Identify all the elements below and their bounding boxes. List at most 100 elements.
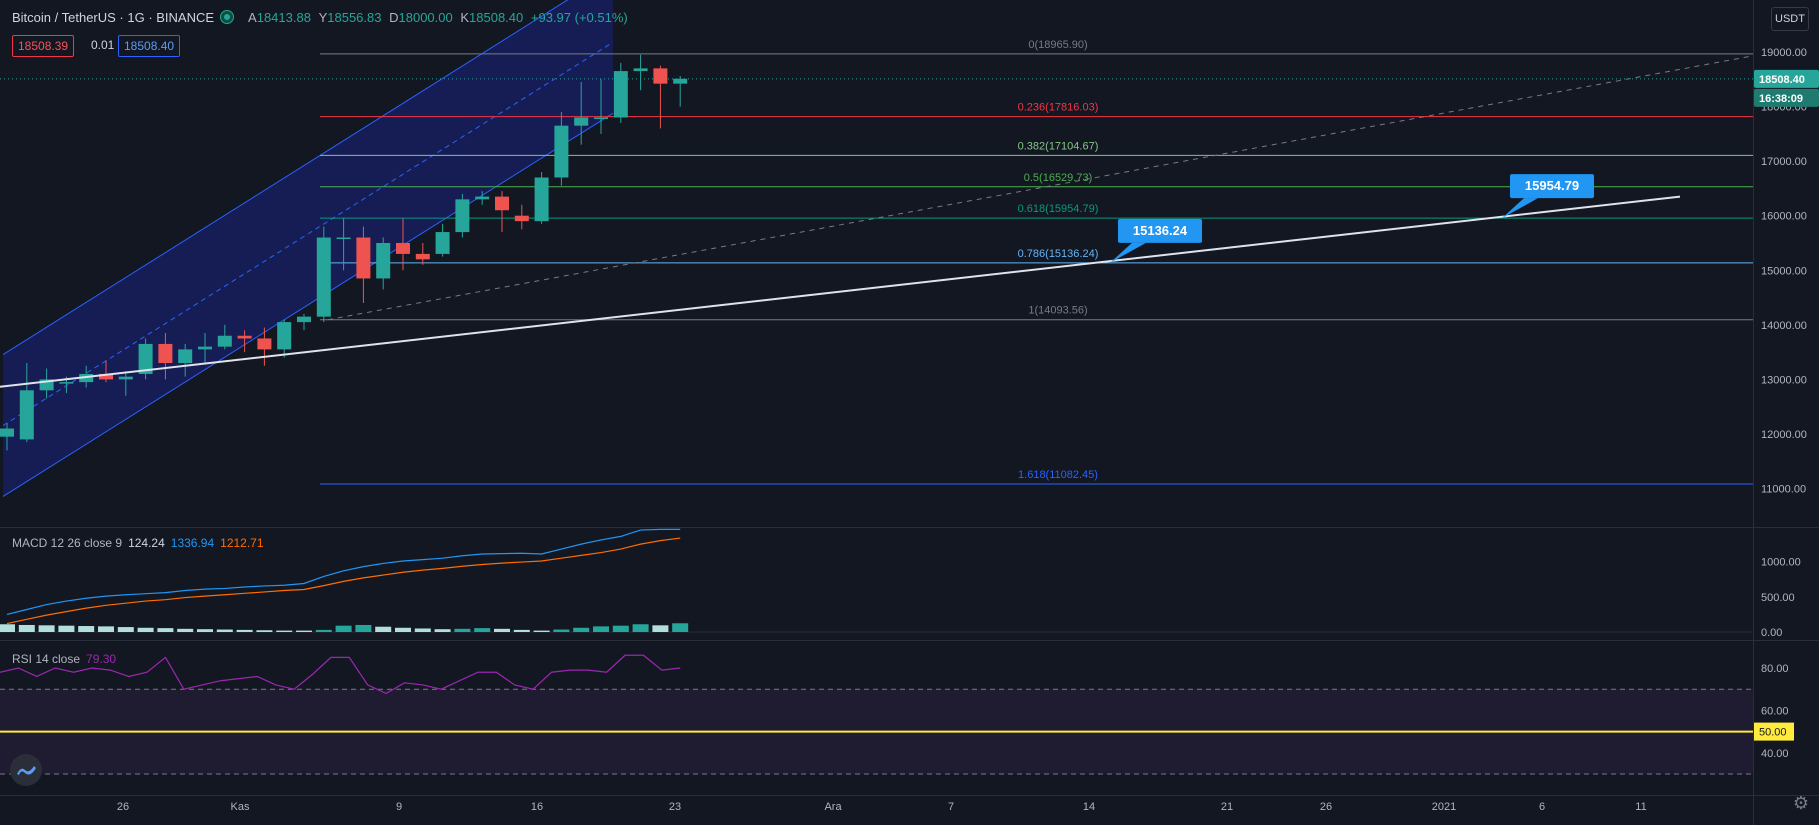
macd-histogram-bar xyxy=(414,628,431,632)
fib-level-label: 1.618(11082.45) xyxy=(1018,469,1098,481)
fib-level-label: 0.618(15954.79) xyxy=(1018,203,1099,215)
buy-price-button[interactable]: 18508.40 xyxy=(118,35,181,57)
candle-body xyxy=(277,322,292,350)
change-value: +93.97 (+0.51%) xyxy=(530,10,628,25)
candle-body xyxy=(237,335,252,339)
macd-line xyxy=(6,528,681,616)
sell-price-button[interactable]: 18508.39 xyxy=(12,35,75,57)
macd-histogram-bar xyxy=(533,630,550,632)
last-price-badge-text: 18508.40 xyxy=(1759,74,1805,86)
macd-histogram-bar xyxy=(612,625,629,632)
callout-15136: 15136.24 xyxy=(1110,218,1202,263)
candle-body xyxy=(594,117,608,119)
time-tick-label: Kas xyxy=(231,801,250,813)
fib-level-label: 0(18965.90) xyxy=(1028,39,1087,51)
low-label: D xyxy=(389,10,399,25)
candle-body xyxy=(554,125,569,178)
close-value: 18508.40 xyxy=(469,10,524,25)
fib-level-label: 0.382(17104.67) xyxy=(1018,140,1099,152)
time-tick-label: 21 xyxy=(1221,801,1233,813)
fib-level-label: 0.5(16529.73) xyxy=(1024,172,1093,184)
fib-level-label: 1(14093.56) xyxy=(1028,305,1087,317)
price-tick-label: 19000.00 xyxy=(1761,47,1807,59)
last-price-badge xyxy=(1754,69,1819,88)
macd-histogram-bar xyxy=(276,630,293,632)
time-tick-label: 26 xyxy=(1320,801,1332,813)
candle-body xyxy=(158,343,173,364)
time-tick-label: 14 xyxy=(1083,801,1095,813)
high-label: Y xyxy=(318,10,328,25)
fib-level-label: 0.786(15136.24) xyxy=(1018,248,1099,260)
macd-histogram-bar xyxy=(256,630,273,632)
price-tick-label: 13000.00 xyxy=(1761,374,1807,386)
time-tick-label: 16 xyxy=(531,801,543,813)
candle-body xyxy=(297,316,311,323)
macd-histogram-bar xyxy=(335,625,352,632)
currency-button[interactable]: USDT xyxy=(1771,7,1809,31)
time-tick-label: 2021 xyxy=(1432,801,1456,813)
rsi-tick-label: 40.00 xyxy=(1761,748,1789,760)
time-tick-label: Ara xyxy=(824,801,842,813)
fib-level-label: 0.236(17816.03) xyxy=(1018,102,1099,114)
macd-histogram-bar xyxy=(117,627,134,632)
tradingview-logo-icon[interactable] xyxy=(10,754,42,786)
open-label: A xyxy=(248,10,257,25)
price-tick-label: 17000.00 xyxy=(1761,156,1807,168)
macd-histogram-bar xyxy=(375,626,392,632)
macd-histogram-bar xyxy=(98,626,114,632)
price-tick-label: 11000.00 xyxy=(1761,484,1806,496)
rsi-legend[interactable]: RSI 14 close 79.30 xyxy=(12,652,116,666)
white-trendline xyxy=(0,195,1681,388)
candle-body xyxy=(257,338,272,350)
gear-icon[interactable]: ⚙ xyxy=(1792,793,1809,813)
dashed-trendline xyxy=(327,55,1754,321)
price-tick-label: 14000.00 xyxy=(1761,320,1807,332)
rsi-value: 79.30 xyxy=(86,652,117,666)
candle-body xyxy=(435,232,450,254)
candle-body xyxy=(336,237,351,240)
candle-body xyxy=(118,376,133,380)
candle-body xyxy=(673,78,688,84)
spread-value: 0.01 xyxy=(91,38,115,52)
macd-histogram-bar xyxy=(474,628,491,632)
rsi-tick-label: 60.00 xyxy=(1761,705,1789,717)
macd-histogram-bar xyxy=(296,630,312,632)
macd-histogram-bar xyxy=(494,628,510,632)
callout-box xyxy=(1118,218,1202,243)
macd-histogram-bar xyxy=(157,628,174,632)
macd-histogram-bar xyxy=(593,626,609,632)
macd-histogram-bar xyxy=(236,629,253,632)
macd-histogram-bar xyxy=(632,624,649,632)
macd-histogram-bar xyxy=(38,625,55,632)
macd-signal-value: 1212.71 xyxy=(220,536,264,550)
macd-histogram-bar xyxy=(315,629,332,632)
candle-body xyxy=(475,196,490,200)
callout-pointer xyxy=(1502,198,1538,219)
candle-body xyxy=(198,346,212,350)
macd-histogram-bar xyxy=(137,627,154,632)
candle-body xyxy=(574,117,589,126)
callout-pointer xyxy=(1110,242,1146,263)
countdown-badge xyxy=(1754,88,1819,107)
macd-tick-label: 500.00 xyxy=(1761,592,1795,604)
macd-tick-label: 0.00 xyxy=(1761,627,1782,639)
candle-body xyxy=(316,237,331,317)
candle-body xyxy=(217,335,232,347)
candle-body xyxy=(633,68,648,72)
macd-histogram-bar xyxy=(553,629,570,632)
time-tick-label: 26 xyxy=(117,801,129,813)
macd-histogram-bar xyxy=(652,625,669,632)
macd-legend[interactable]: MACD 12 26 close 9 124.24 1336.94 1212.71 xyxy=(12,536,264,550)
candle-body xyxy=(19,390,34,440)
candle-body xyxy=(0,428,14,437)
channel-upper-line xyxy=(2,0,569,356)
rsi-mid-badge-text: 50.00 xyxy=(1759,727,1787,739)
callout-text: 15954.79 xyxy=(1525,178,1579,193)
market-status-icon xyxy=(220,10,235,24)
time-tick-label: 9 xyxy=(396,801,402,813)
symbol-title[interactable]: Bitcoin / TetherUS · 1G · BINANCE xyxy=(12,10,215,25)
macd-histogram-bar xyxy=(454,628,471,632)
countdown-badge-text: 16:38:09 xyxy=(1759,93,1803,105)
price-tick-label: 16000.00 xyxy=(1761,211,1807,223)
